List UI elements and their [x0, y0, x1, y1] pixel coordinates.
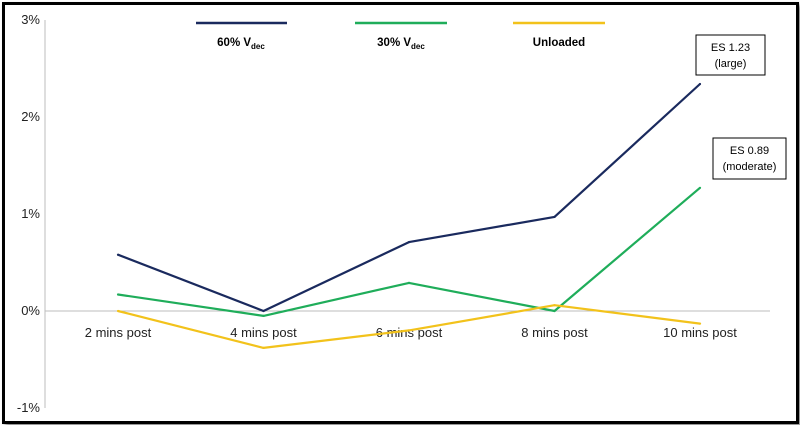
annotation-magnitude: (large): [715, 58, 747, 70]
legend-label: Unloaded: [533, 37, 585, 49]
y-tick-label: -1%: [17, 400, 41, 415]
axes: [44, 20, 770, 408]
legend: 60% Vdec 30% Vdec Unloaded: [196, 21, 605, 51]
data-point: [698, 186, 702, 189]
series-line-2: [117, 186, 701, 317]
series-lines: [116, 82, 702, 349]
y-tick-labels: -1% 0% 1% 2% 3%: [17, 12, 41, 415]
data-point: [698, 322, 702, 325]
y-tick-label: 2%: [21, 109, 40, 124]
annotation-magnitude: (moderate): [723, 161, 777, 173]
data-point: [553, 215, 556, 219]
data-point: [553, 309, 556, 313]
annotation-effect-size: ES 0.89: [730, 145, 769, 157]
legend-label-subscript: dec: [411, 42, 425, 51]
x-tick-labels: 2 mins post 4 mins post 6 mins post 8 mins …: [85, 325, 737, 340]
data-point: [262, 309, 265, 313]
data-point: [116, 309, 120, 313]
annotation-effect-size: ES 1.23: [711, 42, 750, 54]
legend-label-main: 30% V: [377, 37, 411, 49]
data-point: [553, 304, 556, 307]
x-tick-label: 8 mins post: [521, 325, 588, 340]
annotations: ES 1.23 (large) ES 0.89 (moderate): [695, 34, 787, 180]
legend-label-main: 60% V: [217, 37, 251, 49]
y-tick-label: 1%: [21, 206, 40, 221]
legend-label-main: Unloaded: [533, 37, 585, 49]
x-tick-label: 2 mins post: [85, 325, 152, 340]
x-tick-label: 4 mins post: [230, 325, 297, 340]
data-point: [116, 293, 120, 296]
legend-label-subscript: dec: [251, 42, 265, 51]
data-point: [262, 346, 265, 349]
data-point: [407, 241, 411, 244]
x-tick-label: 10 mins post: [663, 325, 737, 340]
y-tick-label: 3%: [21, 12, 40, 27]
data-point: [262, 314, 265, 317]
annotation-box: [712, 137, 787, 180]
annotation-box: [695, 34, 766, 76]
series-line-1: [117, 83, 701, 313]
data-point: [407, 281, 411, 284]
y-tick-label: 0%: [21, 303, 40, 318]
data-point: [116, 253, 120, 256]
data-point: [407, 329, 411, 332]
legend-label: 30% Vdec: [377, 37, 425, 51]
data-point: [698, 82, 702, 86]
x-tick-label: 6 mins post: [376, 325, 443, 340]
legend-label: 60% Vdec: [217, 37, 265, 51]
